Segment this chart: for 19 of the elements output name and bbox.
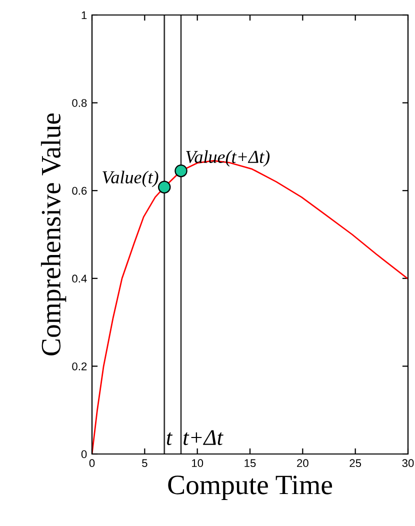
- y-tick-label: 0.2: [72, 362, 87, 370]
- y-tick-label: 1: [82, 11, 87, 20]
- x-tick-label: 25: [350, 459, 362, 468]
- x-tick-label: 0: [89, 459, 95, 468]
- x-tick-label: 15: [244, 459, 256, 468]
- x-tick-label: 5: [142, 459, 148, 468]
- annotation: Value(t+Δt): [186, 150, 270, 167]
- y-axis-title: Comprehensive Value: [40, 113, 66, 356]
- y-tick-label: 0.8: [72, 99, 87, 107]
- ref-line-label: t: [166, 432, 173, 446]
- annotation: Value(t): [102, 170, 158, 188]
- y-tick-label: 0: [81, 450, 87, 458]
- x-tick-label: 30: [402, 459, 414, 468]
- y-tick-label: 0.6: [72, 186, 87, 195]
- x-tick-label: 20: [297, 459, 308, 468]
- y-tick-label: 0.4: [72, 274, 87, 283]
- ref-line-label: t+Δt: [184, 430, 224, 446]
- x-tick-label: 10: [192, 459, 204, 468]
- x-axis-title: Compute Time: [168, 476, 332, 500]
